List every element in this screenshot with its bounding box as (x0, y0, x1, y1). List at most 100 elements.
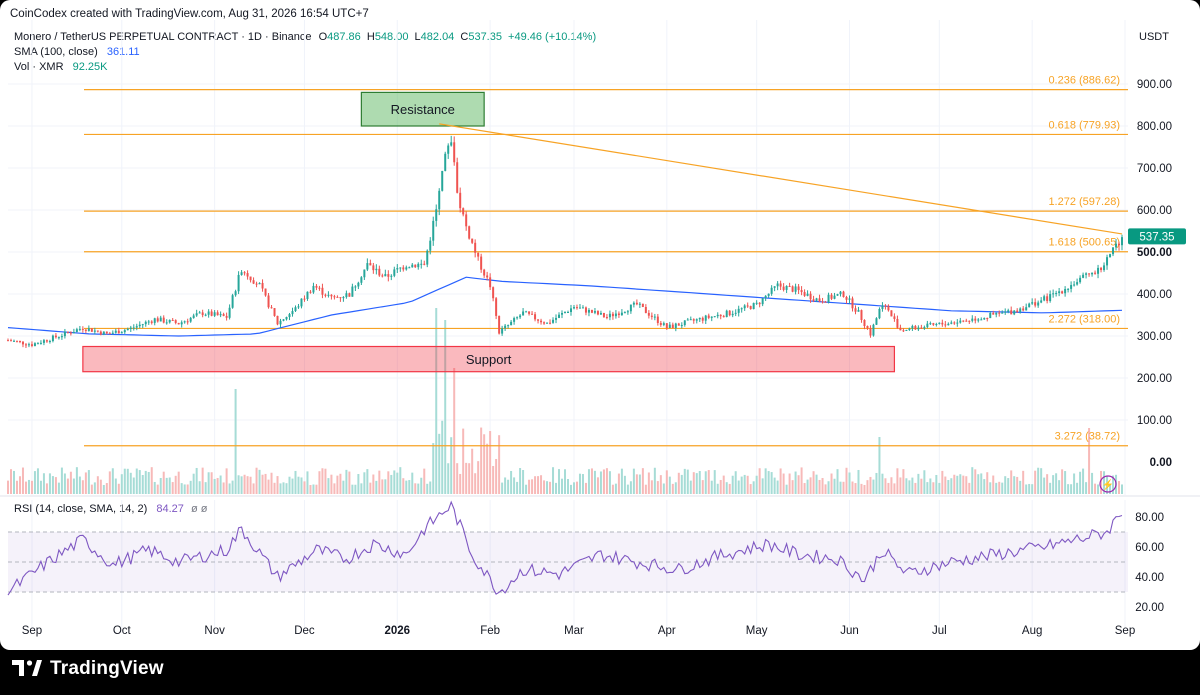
volume-bar (605, 468, 608, 494)
volume-bar (87, 470, 90, 494)
candle-body (75, 329, 78, 332)
candle-body (863, 319, 866, 326)
volume-bar (788, 473, 791, 494)
volume-bar (953, 474, 956, 494)
candle-body (881, 305, 884, 309)
candle-body (450, 142, 453, 146)
candle-body (620, 312, 623, 316)
volume-bar (980, 473, 983, 494)
volume-bar (578, 473, 581, 494)
candle-body (692, 319, 695, 321)
volume-bar (827, 481, 830, 494)
volume-bar (593, 470, 596, 494)
currency-label[interactable]: USDT (1139, 31, 1169, 43)
volume-bar (462, 428, 465, 494)
rsi-visibility-icons[interactable]: ø ø (190, 503, 208, 515)
volume-legend[interactable]: Vol · XMR 92.25K (14, 61, 107, 73)
volume-bar (423, 468, 426, 494)
volume-bar (105, 483, 108, 494)
volume-bar (327, 478, 330, 494)
candle-body (680, 325, 683, 327)
candle-body (39, 342, 42, 344)
candle-body (258, 282, 261, 285)
candle-body (426, 250, 429, 265)
candle-body (659, 322, 662, 325)
candle-body (432, 220, 435, 241)
volume-bar (1034, 470, 1037, 494)
candle-body (782, 286, 785, 290)
volume-bar (1100, 470, 1103, 494)
volume-bar (1031, 484, 1034, 494)
candle-body (668, 324, 671, 329)
volume-bar (144, 470, 147, 494)
lightning-icon (1099, 475, 1117, 493)
volume-bar (587, 469, 590, 494)
volume-bar (632, 468, 635, 494)
volume-bar (114, 478, 117, 494)
volume-bar (24, 481, 27, 494)
volume-bar (1067, 484, 1070, 494)
fib-label: 0.618 (779.93) (1048, 119, 1120, 131)
volume-unit: K (100, 61, 108, 73)
volume-bar (833, 478, 836, 494)
volume-bar (1088, 428, 1091, 494)
volume-bar (785, 484, 788, 494)
volume-bar (998, 481, 1001, 494)
candle-body (848, 298, 851, 300)
candle-body (839, 291, 842, 295)
volume-bar (312, 484, 315, 494)
candle-body (1097, 267, 1100, 274)
volume-bar (773, 477, 776, 494)
candle-body (468, 226, 471, 239)
candle-body (399, 267, 402, 269)
candle-body (590, 309, 593, 313)
volume-bar (54, 477, 57, 494)
volume-bar (1004, 476, 1007, 494)
candle-body (677, 323, 680, 326)
volume-bar (713, 470, 716, 494)
volume-bar (914, 482, 917, 494)
candle-body (755, 302, 758, 304)
price-chart[interactable]: 0.236 (886.62) 0.618 (779.93) 1.272 (597.2… (0, 0, 1200, 650)
volume-bar (872, 479, 875, 494)
volume-bar (1118, 481, 1121, 494)
volume-bar (15, 480, 18, 494)
candle-body (746, 305, 749, 307)
volume-bar (489, 431, 492, 494)
volume-bar (543, 480, 546, 494)
sma-legend[interactable]: SMA (100, close) 361.11 (14, 46, 140, 58)
volume-bar (165, 477, 168, 494)
volume-bar (665, 470, 668, 494)
symbol-name: Monero / TetherUS PERPETUAL CONTRACT · 1… (14, 31, 312, 43)
rsi-legend[interactable]: RSI (14, close, SMA, 14, 2) 84.27 ø ø (14, 503, 207, 515)
candle-body (63, 331, 66, 337)
volume-bar (770, 472, 773, 494)
rsi-axis-label: 40.00 (1135, 572, 1164, 584)
candle-body (105, 331, 108, 334)
candle-body (1055, 293, 1058, 295)
volume-bar (1079, 471, 1082, 494)
volume-bar (240, 476, 243, 494)
candle-body (992, 312, 995, 315)
candle-body (444, 153, 447, 171)
volume-bar (291, 478, 294, 494)
volume-bar (1049, 482, 1052, 494)
candle-body (129, 327, 132, 329)
candle-body (30, 344, 33, 346)
candle-body (126, 328, 129, 331)
volume-bar (899, 477, 902, 494)
candle-body (348, 293, 351, 297)
time-axis-label: Feb (480, 625, 500, 637)
candle-body (315, 285, 318, 288)
volume-bar (282, 482, 285, 494)
candle-body (165, 322, 168, 324)
volume-bar (372, 474, 375, 494)
candle-body (812, 299, 815, 301)
volume-bar (572, 482, 575, 494)
candle-body (806, 293, 809, 296)
volume-bar (363, 472, 366, 494)
candle-body (441, 170, 444, 191)
volume-bar (567, 479, 569, 494)
volume-bar (66, 478, 69, 494)
candle-body (351, 286, 354, 297)
